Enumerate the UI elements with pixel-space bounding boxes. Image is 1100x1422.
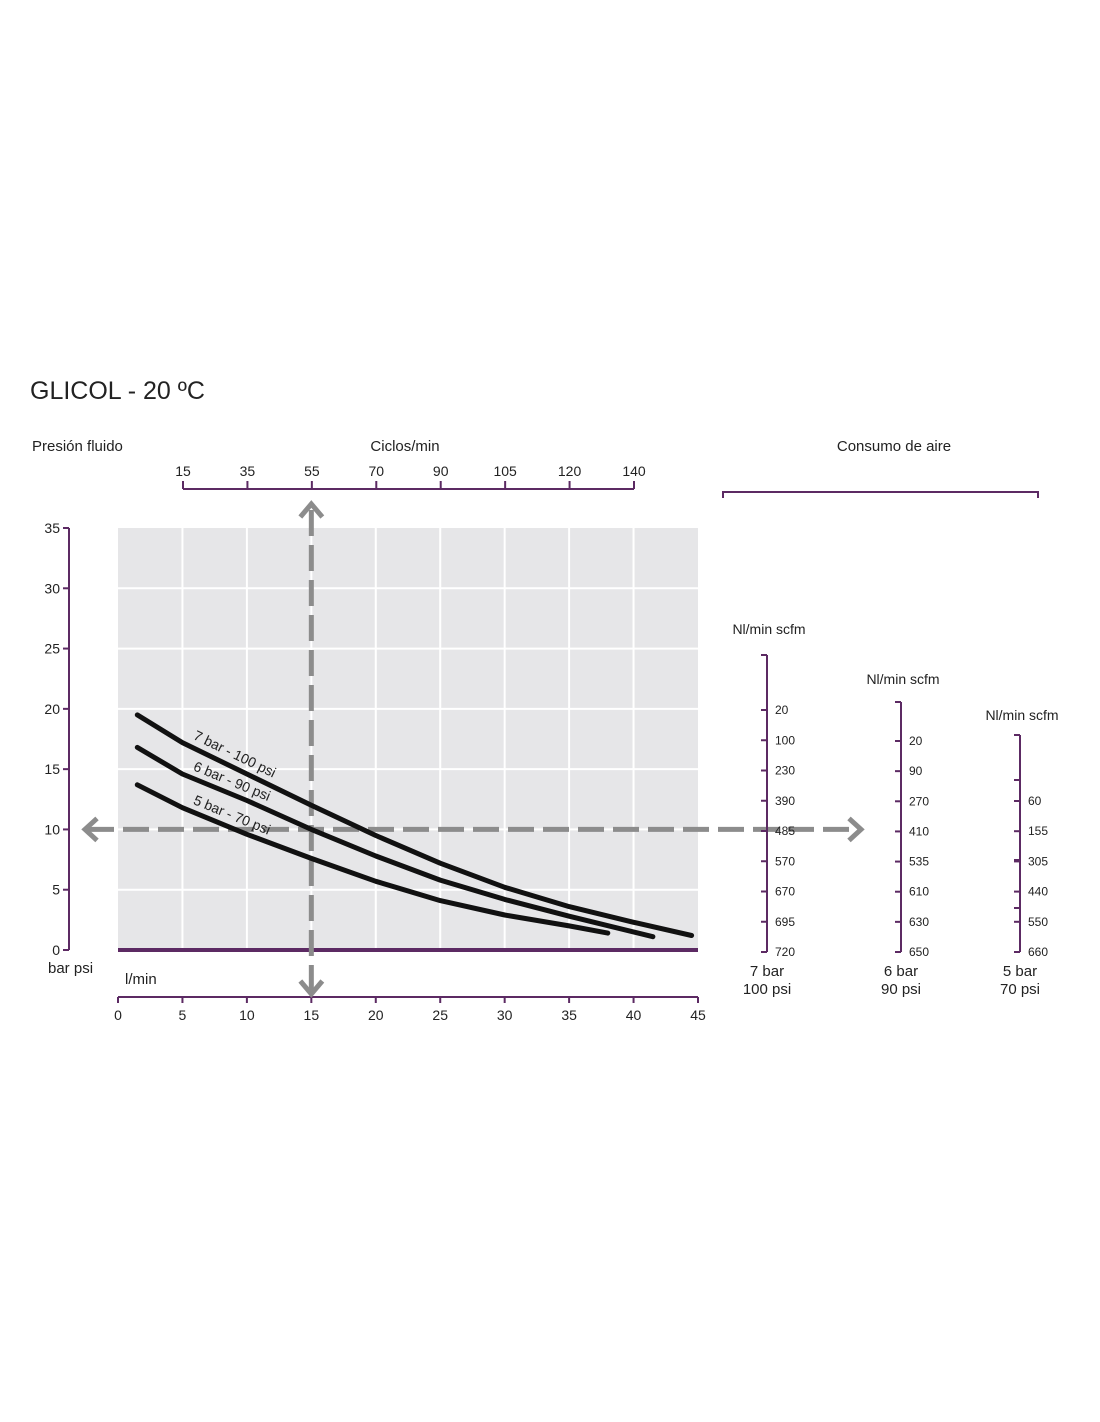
y-tick-label: 30: [44, 580, 60, 596]
x-tick-label: 35: [561, 1007, 577, 1023]
air-scale-tick-label: 630: [909, 915, 929, 929]
top-tick-label: 105: [493, 463, 517, 479]
air-scale-tick-label: 20: [775, 703, 789, 717]
series-line-1: [134, 712, 695, 938]
y-tick-label: 10: [44, 821, 60, 837]
y-tick-label: 20: [44, 701, 60, 717]
top-tick-label: 140: [622, 463, 646, 479]
air-scale-tick-label: 670: [775, 885, 795, 899]
plot-background: [118, 528, 698, 950]
y-tick-label: 0: [52, 942, 60, 958]
air-scale-tick-label: 660: [1028, 945, 1048, 959]
air-scale-tick-label: 610: [909, 885, 929, 899]
reading-guides: [81, 500, 865, 998]
air-scale-tick-label: 390: [775, 794, 795, 808]
y-tick-label: 5: [52, 882, 60, 898]
air-scale-tick-label: 695: [775, 915, 795, 929]
air-scale-pressure-bar: 7 bar: [750, 963, 784, 980]
top-tick-label: 90: [433, 463, 449, 479]
air-scale-unit: Nl/min scfm: [985, 707, 1058, 723]
air-consumption-title: Consumo de aire: [837, 438, 951, 455]
x-tick-label: 40: [626, 1007, 642, 1023]
air-scale-unit: Nl/min scfm: [732, 621, 805, 637]
x-axis-title: l/min: [125, 971, 157, 988]
x-tick-label: 0: [114, 1007, 122, 1023]
air-scale-pressure-psi: 90 psi: [881, 981, 921, 998]
x-tick-label: 10: [239, 1007, 255, 1023]
air-scale-pressure-bar: 6 bar: [884, 963, 918, 980]
air-scale-tick-label: 720: [775, 945, 795, 959]
air-scale-tick-label: 485: [775, 824, 795, 838]
chart-title: GLICOL - 20 ºC: [30, 377, 205, 405]
horizontal-guide-arrowhead-left: [81, 816, 99, 843]
series-line-3: [134, 782, 611, 936]
air-scale-pressure-psi: 100 psi: [743, 981, 791, 998]
y-axis-title: Presión fluido: [32, 438, 123, 455]
y-tick-label: 25: [44, 641, 60, 657]
air-scale-tick-label: 60: [1028, 794, 1042, 808]
top-axis-title: Ciclos/min: [370, 438, 439, 455]
top-tick-label: 15: [175, 463, 191, 479]
y-unit-label: bar psi: [48, 960, 93, 977]
air-consumption-bracket: [722, 491, 1039, 498]
horizontal-guide-arrowhead-right: [847, 816, 865, 843]
air-scale-tick-label: 550: [1028, 915, 1048, 929]
air-scale-tick-label: 410: [909, 824, 929, 838]
vertical-guide-arrowhead-down: [298, 979, 325, 998]
x-tick-label: 5: [179, 1007, 187, 1023]
top-tick-label: 35: [240, 463, 256, 479]
air-scale-pressure-psi: 70 psi: [1000, 981, 1040, 998]
air-scale-tick-label: 535: [909, 855, 929, 869]
y-tick-label: 15: [44, 761, 60, 777]
x-tick-label: 30: [497, 1007, 513, 1023]
air-scale-unit: Nl/min scfm: [866, 671, 939, 687]
air-scale-tick-label: 100: [775, 733, 795, 747]
air-scale-tick-label: 90: [909, 764, 923, 778]
air-scale-tick-label: 570: [775, 854, 795, 868]
x-tick-label: 25: [432, 1007, 448, 1023]
vertical-guide-arrowhead-up: [298, 500, 325, 519]
top-tick-label: 55: [304, 463, 320, 479]
air-scale-tick-label: 230: [775, 764, 795, 778]
x-tick-label: 45: [690, 1007, 706, 1023]
air-scale-tick-label: 440: [1028, 885, 1048, 899]
axes: 0 5 10 15 20 25 30 35 0 5 10 15 20 25 30 35 40 45 15 35 55 70…: [44, 463, 706, 1023]
air-consumption-scales: Nl/min scfm 20 100 230 390 485 570 670 695 720 7 b…: [722, 491, 1059, 998]
top-tick-label: 120: [558, 463, 582, 479]
top-tick-label: 70: [368, 463, 384, 479]
y-tick-label: 35: [44, 520, 60, 536]
air-scale-tick-label: 20: [909, 734, 923, 748]
air-scale-tick-label: 650: [909, 945, 929, 959]
air-scale-pressure-bar: 5 bar: [1003, 963, 1037, 980]
air-scale-tick-label: 270: [909, 794, 929, 808]
x-tick-label: 20: [368, 1007, 384, 1023]
air-scale-tick-label: 155: [1028, 824, 1048, 838]
air-scale-tick-label: 305: [1028, 854, 1048, 868]
x-tick-label: 15: [304, 1007, 320, 1023]
plot-area: [118, 528, 698, 950]
series-line-2: [134, 744, 656, 940]
